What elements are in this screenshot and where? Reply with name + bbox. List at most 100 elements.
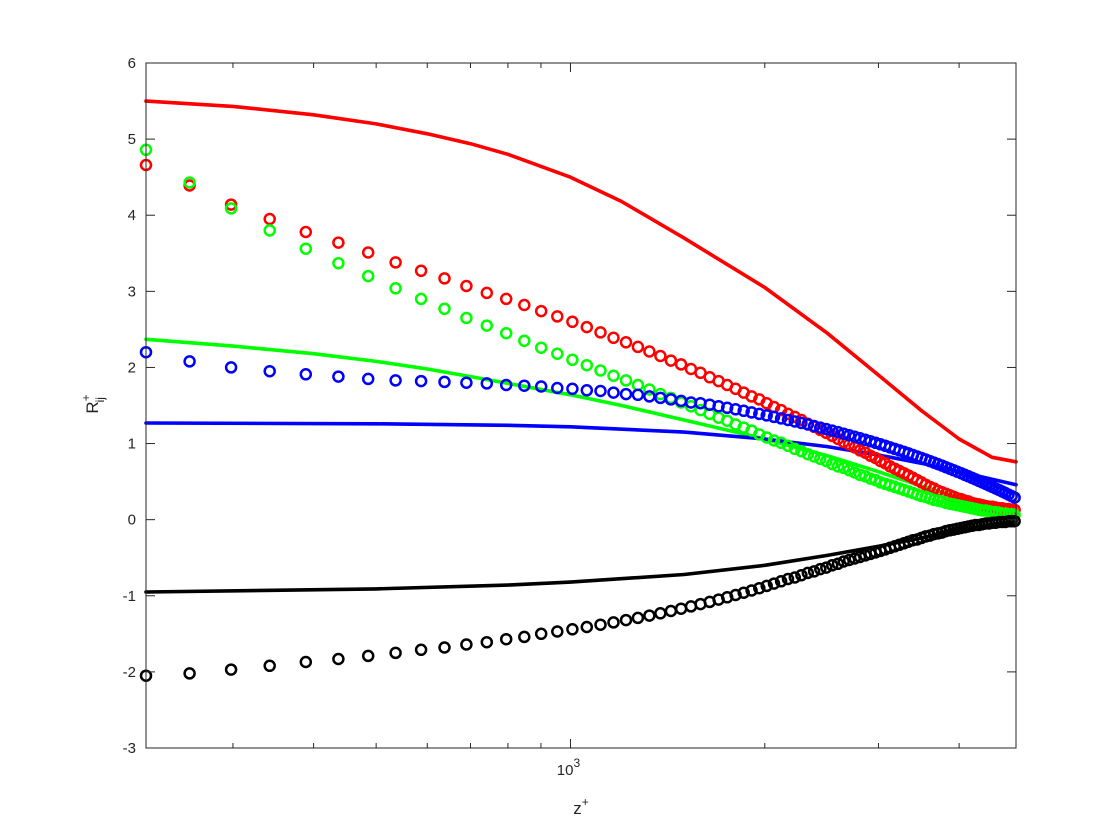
- data-point: [299, 242, 313, 255]
- data-point: [654, 349, 667, 363]
- data-point: [767, 434, 781, 447]
- data-point: [807, 419, 821, 433]
- axes: -3 -2 -1 0 1 2 3 4 5 6 103: [123, 55, 1017, 779]
- data-point: [389, 374, 402, 387]
- data-point: [580, 320, 594, 334]
- data-point: [820, 422, 833, 436]
- data-point: [580, 384, 594, 397]
- data-point: [801, 418, 815, 431]
- data-point: [753, 581, 766, 595]
- data-point: [551, 381, 564, 395]
- data-point: [781, 572, 795, 586]
- data-point: [534, 304, 548, 318]
- data-point: [848, 552, 861, 565]
- data-point: [299, 368, 313, 381]
- data-point: [781, 413, 795, 427]
- series-markers-5: [139, 143, 1021, 522]
- data-point: [631, 611, 645, 625]
- data-point: [438, 641, 451, 654]
- data-point: [760, 409, 773, 422]
- data-point: [224, 202, 238, 215]
- data-point: [499, 292, 513, 306]
- series-markers-6: [139, 345, 1021, 504]
- data-point: [720, 401, 734, 415]
- y-tick-label: 4: [128, 207, 136, 224]
- data-point: [774, 575, 788, 588]
- data-point: [842, 553, 856, 567]
- data-point: [299, 655, 313, 669]
- y-tick-label: 2: [128, 359, 136, 376]
- data-point: [183, 176, 196, 189]
- data-point: [825, 424, 839, 437]
- data-point: [389, 646, 402, 660]
- data-point: [1008, 491, 1021, 504]
- data-point: [814, 421, 827, 434]
- data-point: [594, 618, 607, 631]
- data-point: [438, 272, 451, 285]
- data-point: [594, 384, 607, 398]
- data-point: [551, 310, 564, 323]
- data-point: [607, 369, 620, 383]
- data-point: [607, 386, 620, 399]
- data-point: [551, 625, 564, 638]
- plot-area: [139, 99, 1021, 682]
- data-point: [837, 427, 850, 440]
- data-point: [332, 370, 345, 383]
- data-point: [580, 620, 594, 634]
- data-point: [807, 565, 821, 578]
- data-point: [480, 319, 494, 332]
- data-point: [788, 442, 802, 456]
- data-point: [534, 627, 548, 641]
- data-point: [619, 387, 633, 401]
- data-point: [831, 425, 845, 439]
- data-point: [619, 336, 633, 349]
- data-point: [814, 562, 827, 576]
- data-point: [631, 340, 645, 354]
- data-point: [607, 331, 620, 345]
- data-point: [795, 444, 808, 458]
- series-line-0: [144, 99, 1018, 464]
- data-point: [842, 428, 856, 442]
- data-point: [438, 302, 451, 316]
- data-point: [643, 383, 656, 396]
- data-point: [814, 452, 827, 466]
- data-point: [361, 649, 375, 663]
- data-point: [619, 374, 633, 387]
- data-point: [760, 579, 773, 593]
- data-point: [619, 613, 633, 627]
- data-point: [438, 375, 451, 389]
- data-point: [460, 638, 473, 651]
- data-point: [414, 643, 428, 657]
- x-axis-label: z+: [573, 795, 589, 818]
- data-point: [580, 358, 594, 372]
- data-point: [795, 416, 808, 430]
- y-tick-label: -1: [123, 588, 136, 605]
- data-point: [1008, 514, 1021, 528]
- data-point: [299, 225, 313, 239]
- data-point: [729, 403, 742, 416]
- data-point: [788, 571, 802, 584]
- data-point: [753, 407, 766, 421]
- y-tick-label: 1: [128, 436, 136, 453]
- data-point: [737, 404, 750, 418]
- data-point: [566, 315, 579, 329]
- data-point: [480, 377, 494, 390]
- labels: z+ R+ij: [79, 394, 589, 818]
- data-point: [183, 667, 196, 680]
- data-point: [551, 347, 564, 360]
- data-point: [224, 663, 238, 676]
- data-point: [774, 436, 788, 450]
- y-tick-label: -3: [123, 740, 136, 757]
- data-point: [654, 387, 667, 401]
- data-point: [263, 659, 276, 673]
- data-point: [534, 341, 548, 354]
- data-point: [831, 460, 845, 473]
- data-point: [183, 355, 196, 368]
- data-point: [745, 406, 758, 419]
- data-point: [518, 334, 531, 348]
- plot-inner: [139, 99, 1021, 682]
- data-point: [594, 326, 607, 339]
- data-point: [774, 412, 788, 425]
